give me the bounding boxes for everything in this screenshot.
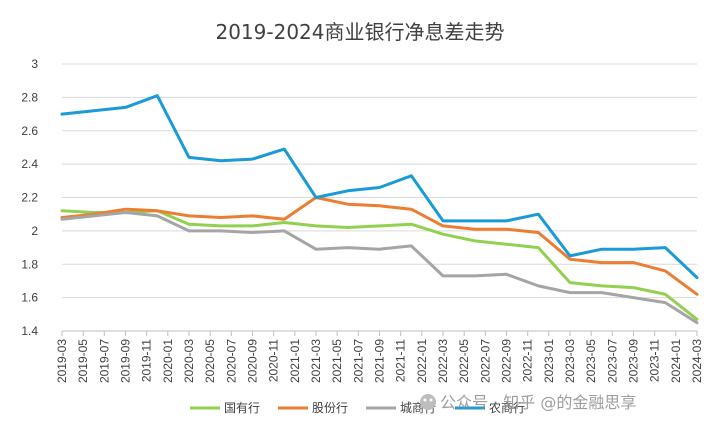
watermark: 公众号 · 知乎 @的金融思享 [420, 393, 636, 412]
x-tick-label: 2022-03 [436, 339, 450, 383]
watermark-text: 公众号 · 知乎 @的金融思享 [440, 393, 636, 412]
x-tick-label: 2020-09 [246, 339, 260, 383]
x-tick-label: 2022-05 [457, 339, 471, 383]
x-tick-label: 2023-01 [542, 339, 556, 383]
x-axis-ticks: 2019-03 2019-05 2019-07 2019-09 2019-11 2020-… [55, 331, 704, 383]
x-tick-label: 2019-11 [140, 339, 154, 382]
series-lines [60, 94, 699, 325]
x-tick-label: 2023-07 [605, 339, 619, 383]
x-tick-label: 2019-03 [55, 339, 69, 383]
y-tick-label: 2 [31, 224, 38, 238]
x-tick-label: 2021-05 [330, 339, 344, 383]
x-tick-label: 2019-07 [97, 339, 111, 383]
x-tick-label: 2023-03 [563, 339, 577, 383]
x-tick-label: 2024-01 [669, 339, 683, 383]
x-tick-label: 2022-11 [521, 339, 535, 382]
gridlines [62, 63, 697, 332]
x-tick-label: 2021-01 [288, 339, 302, 383]
x-tick-label: 2024-03 [690, 339, 704, 383]
y-tick-label: 2.6 [21, 124, 38, 138]
y-tick-label: 3 [31, 57, 38, 71]
x-tick-label: 2020-03 [182, 339, 196, 383]
x-tick-label: 2022-01 [415, 339, 429, 383]
chart-title: 2019-2024商业银行净息差走势 [215, 20, 504, 44]
x-tick-label: 2020-05 [203, 339, 217, 383]
y-tick-label: 1.6 [21, 291, 38, 305]
x-tick-label: 2021-07 [351, 339, 365, 383]
x-tick-label: 2023-09 [627, 339, 641, 383]
x-tick-label: 2022-07 [478, 339, 492, 383]
y-tick-label: 1.4 [21, 324, 38, 338]
wechat-icon-eye [423, 398, 427, 402]
series-line-股份行 [60, 196, 699, 296]
y-tick-label: 2.4 [21, 157, 38, 171]
wechat-icon-eye [429, 398, 433, 402]
y-tick-label: 2.8 [21, 90, 38, 104]
legend-label: 农商行 [489, 400, 525, 415]
x-tick-label: 2021-03 [309, 339, 323, 383]
legend-label: 股份行 [312, 401, 348, 415]
x-tick-label: 2022-09 [500, 339, 514, 383]
x-tick-label: 2023-11 [648, 339, 662, 382]
x-tick-label: 2023-05 [584, 339, 598, 383]
y-tick-label: 2.2 [21, 191, 38, 205]
x-tick-label: 2021-09 [373, 339, 387, 383]
x-tick-label: 2020-01 [161, 339, 175, 383]
y-tick-label: 1.8 [21, 257, 38, 271]
x-tick-label: 2019-05 [76, 339, 90, 383]
y-axis-ticks: 1.4 1.6 1.8 2 2.2 2.4 2.6 2.8 3 [21, 57, 38, 338]
x-tick-label: 2020-07 [224, 339, 238, 383]
x-tick-label: 2020-11 [267, 339, 281, 382]
legend-label: 国有行 [224, 401, 260, 415]
wechat-icon [420, 394, 436, 410]
series-line-农商行 [60, 94, 699, 280]
series-line-城商行 [60, 211, 699, 325]
x-tick-label: 2021-11 [394, 339, 408, 382]
x-tick-label: 2019-09 [119, 339, 133, 383]
series-line-国有行 [60, 209, 699, 321]
